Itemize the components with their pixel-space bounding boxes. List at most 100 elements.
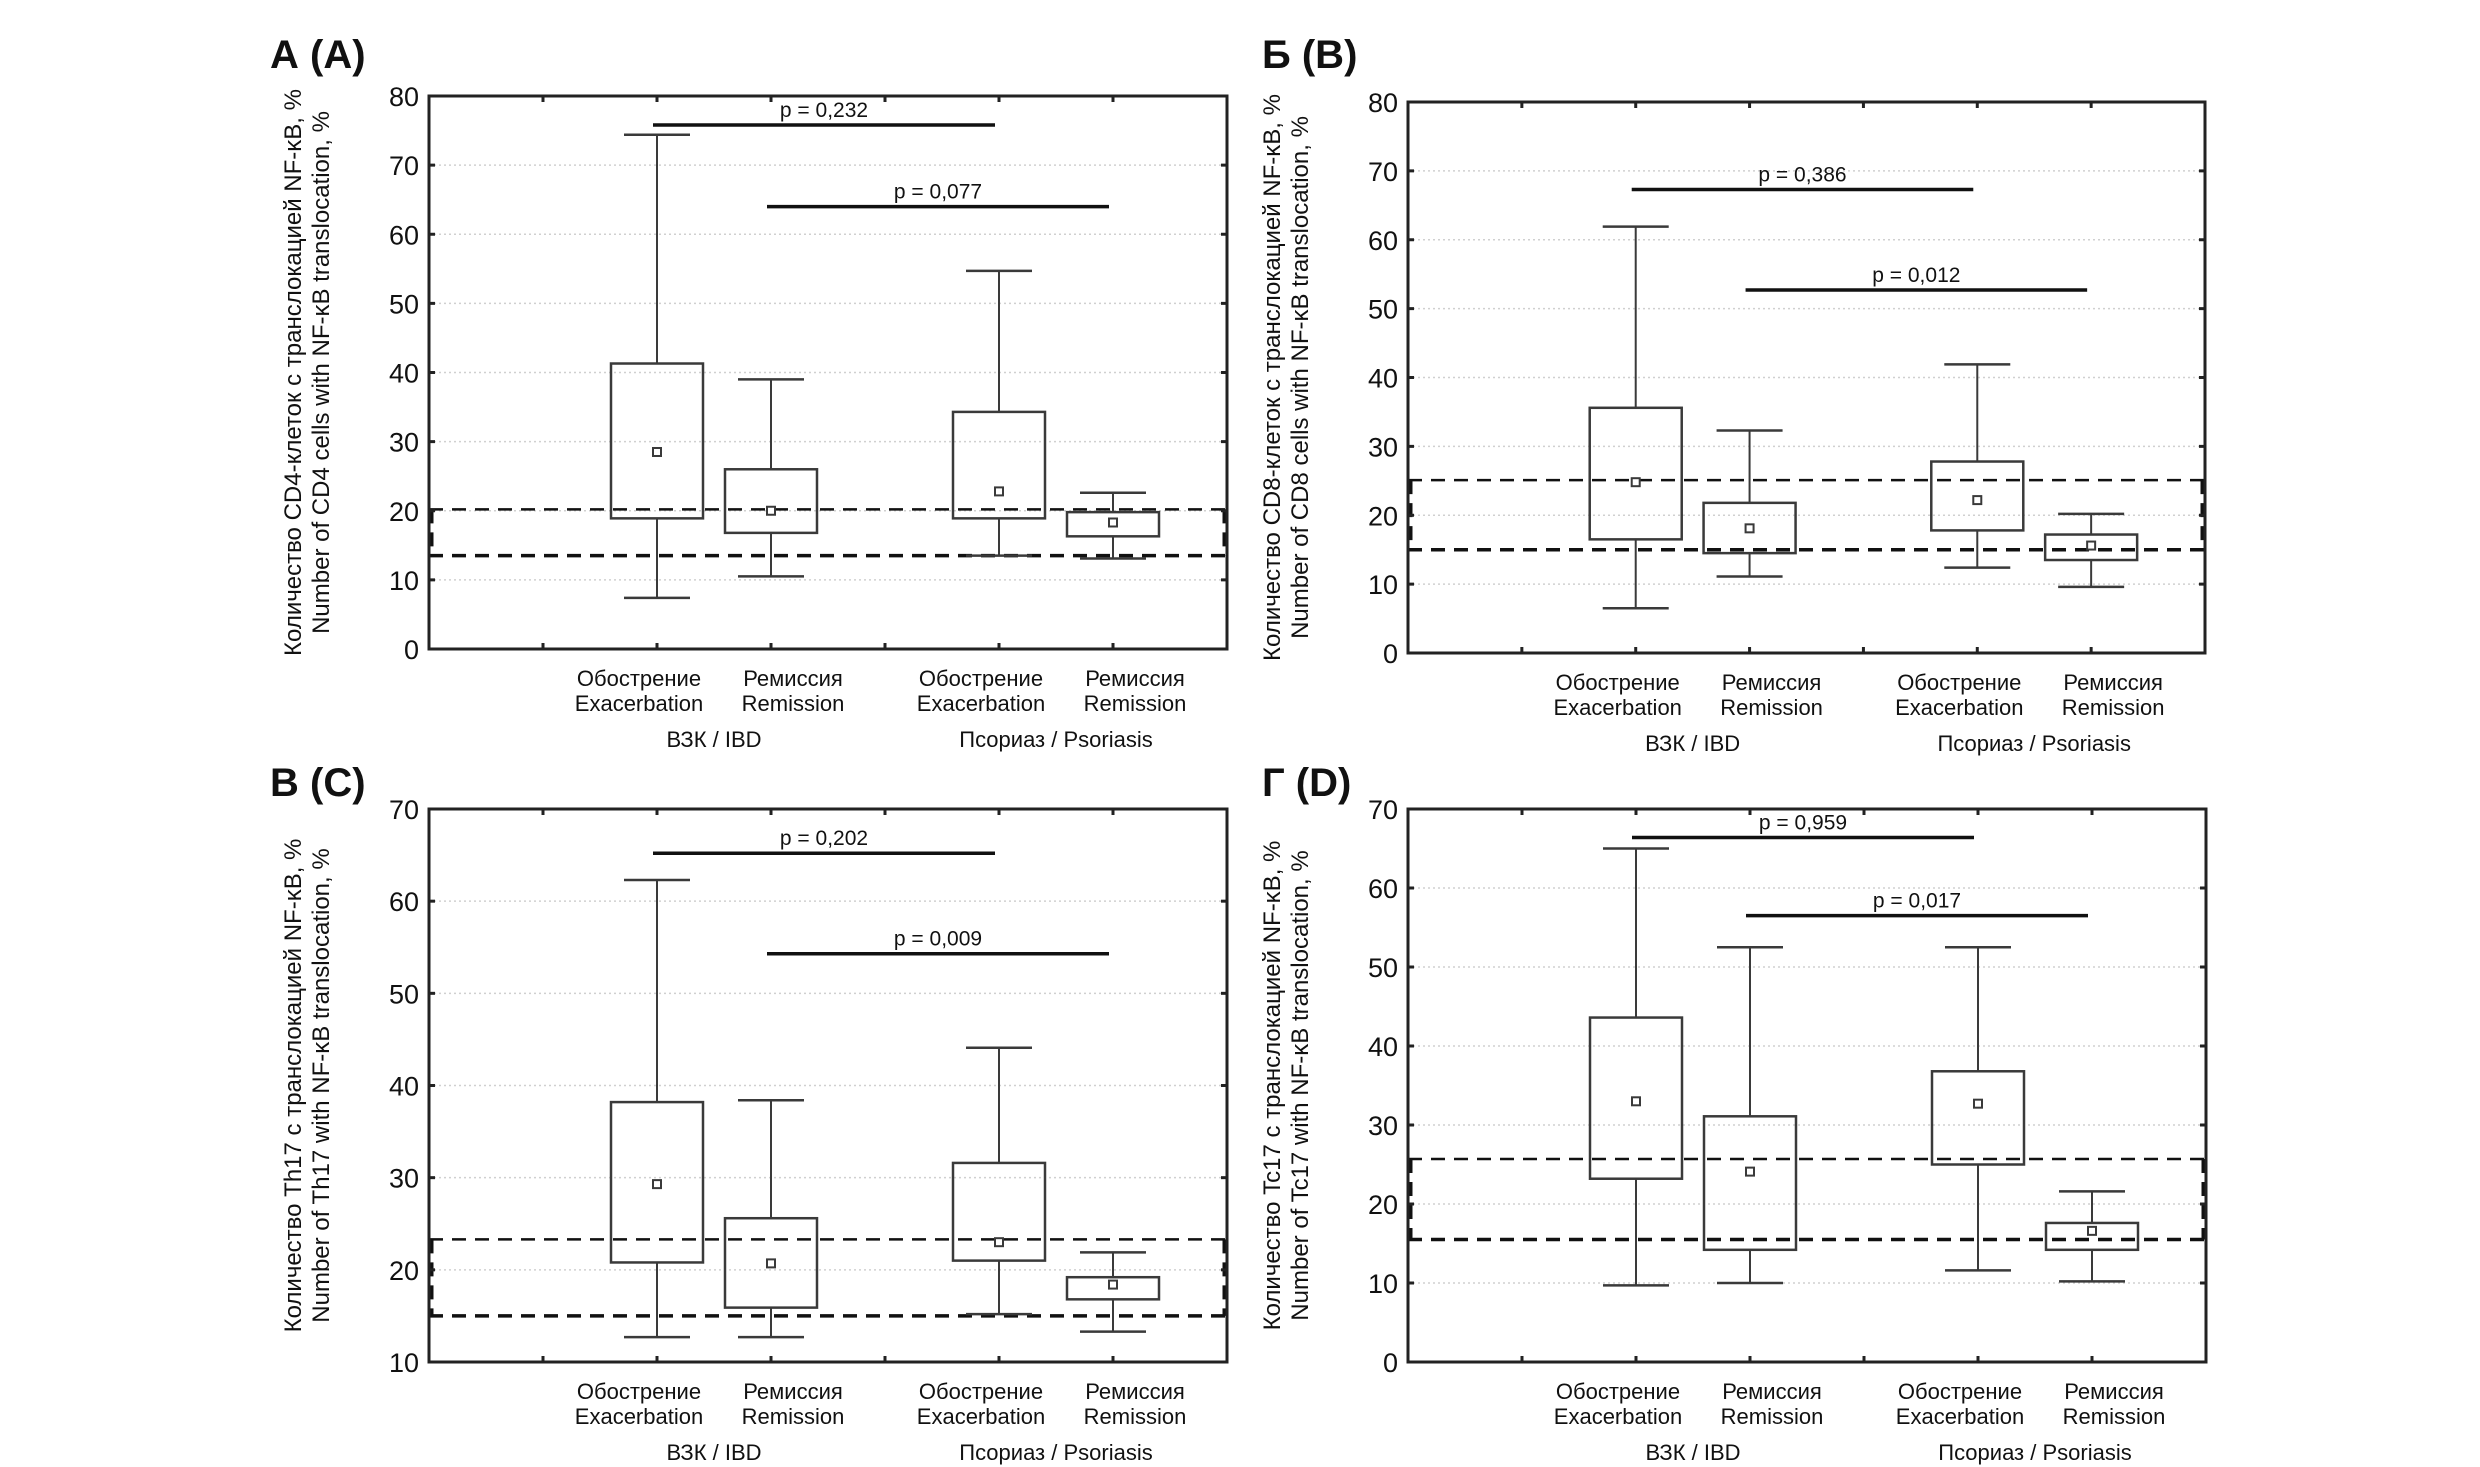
y-tick-label: 0 (1383, 1348, 1398, 1378)
box-iqr (609, 1100, 705, 1264)
box-iqr (1930, 460, 2025, 532)
mean-marker (766, 1258, 776, 1269)
box-iqr (723, 1216, 819, 1309)
panel-title: В (C) (270, 761, 366, 805)
panel-c: В (C) p = 0,202 p = 0,009 10 20 30 40 50 60 70 Обо… (270, 761, 1229, 1465)
category-label-en: Remission (1721, 1404, 1824, 1429)
mean-marker (1631, 1096, 1641, 1107)
category-label-en: Exacerbation (917, 1404, 1045, 1429)
category-label-en: Exacerbation (1895, 695, 2023, 720)
box-plot-4 (1065, 491, 1161, 560)
category-label-en: Remission (2063, 1404, 2166, 1429)
category-label-ru: Ремиссия (1722, 1379, 1822, 1404)
y-tick-label: 0 (1383, 639, 1398, 669)
category-label-ru: Обострение (577, 1379, 701, 1404)
box-iqr (1588, 406, 1683, 541)
y-tick-label: 0 (404, 635, 419, 665)
panel-b: Б (B) p = 0,386 p = 0,012 0 10 20 30 40 50 60 70 80… (1259, 33, 2207, 756)
panel-d: Г (D) p = 0,959 p = 0,017 0 10 20 30 40 50 60 70 Об… (1259, 761, 2208, 1465)
y-axis-label-ru: Количество Th17 с транслокацией NF-κB, % (280, 839, 307, 1333)
y-tick-label: 30 (389, 428, 419, 458)
mean-marker (994, 1237, 1004, 1248)
group-label: Псориаз / Psoriasis (1938, 1440, 2131, 1465)
box-plot-4 (2043, 512, 2139, 589)
box-iqr (951, 410, 1047, 520)
p-value-label: p = 0,017 (1873, 890, 1961, 913)
mean-marker (1972, 495, 1983, 506)
category-label-en: Remission (2062, 695, 2165, 720)
box-iqr (723, 468, 819, 535)
box-plot-1 (609, 133, 705, 600)
y-tick-label: 10 (389, 566, 419, 596)
y-tick-label: 10 (1368, 570, 1398, 600)
category-label-en: Remission (742, 1404, 845, 1429)
y-tick-label: 40 (1368, 1032, 1398, 1062)
y-tick-label: 10 (389, 1348, 419, 1378)
y-axis-label-ru: Количество CD8-клеток с транслокацией NF… (1259, 94, 1286, 661)
plot-frame (427, 807, 1229, 1364)
box-plot-3 (951, 269, 1047, 557)
category-label-ru: Ремиссия (1085, 666, 1185, 691)
y-tick-label: 80 (1368, 88, 1398, 118)
mean-marker (1744, 523, 1755, 534)
category-label-en: Remission (1720, 695, 1823, 720)
box-plot-1 (1588, 847, 1684, 1287)
y-tick-label: 40 (389, 359, 419, 389)
group-label: Псориаз / Psoriasis (959, 727, 1152, 752)
box-iqr (951, 1161, 1047, 1262)
mean-marker (766, 505, 776, 516)
plot-frame (1406, 807, 2208, 1364)
y-tick-label: 70 (389, 795, 419, 825)
category-label-ru: Обострение (919, 1379, 1043, 1404)
p-value-label: p = 0,202 (780, 827, 868, 850)
box-iqr (1702, 1115, 1798, 1252)
category-label-ru: Обострение (1556, 1379, 1680, 1404)
y-tick-label: 40 (389, 1072, 419, 1102)
box-iqr (2044, 1221, 2140, 1252)
box-plot-4 (2044, 1190, 2140, 1283)
category-label-en: Exacerbation (575, 691, 703, 716)
mean-marker (652, 1179, 662, 1190)
category-label-en: Exacerbation (917, 691, 1045, 716)
group-label: ВЗК / IBD (1645, 731, 1740, 756)
mean-marker (994, 486, 1004, 497)
box-plot-1 (1588, 225, 1683, 610)
category-label-ru: Ремиссия (743, 666, 843, 691)
box-iqr (1702, 501, 1797, 555)
category-label-ru: Обострение (1898, 1379, 2022, 1404)
mean-marker (2086, 540, 2097, 551)
y-tick-label: 30 (389, 1164, 419, 1194)
category-label-ru: Ремиссия (1722, 670, 1822, 695)
y-tick-label: 30 (1368, 1111, 1398, 1141)
box-iqr (2043, 533, 2139, 562)
category-label-en: Remission (742, 691, 845, 716)
mean-marker (1108, 517, 1118, 528)
panel-title: А (А) (270, 33, 366, 77)
box-iqr (1065, 510, 1161, 538)
box-plot-3 (1930, 363, 2025, 569)
box-iqr (609, 362, 705, 520)
box-plot-2 (723, 1098, 819, 1339)
group-label: ВЗК / IBD (666, 727, 761, 752)
p-value-label: p = 0,232 (780, 99, 868, 122)
group-label: Псориаз / Psoriasis (959, 1440, 1152, 1465)
box-iqr (1930, 1070, 2026, 1166)
mean-marker (1745, 1166, 1755, 1177)
panel-title: Г (D) (1262, 761, 1351, 805)
panel-title: Б (B) (1262, 33, 1357, 77)
category-label-en: Exacerbation (1896, 1404, 2024, 1429)
p-value-label: p = 0,959 (1759, 811, 1847, 834)
category-label-en: Exacerbation (575, 1404, 703, 1429)
y-tick-label: 50 (389, 289, 419, 319)
p-value-label: p = 0,386 (1758, 163, 1846, 186)
box-iqr (1065, 1275, 1161, 1301)
y-tick-label: 50 (1368, 295, 1398, 325)
box-plot-4 (1065, 1251, 1161, 1333)
y-tick-label: 30 (1368, 432, 1398, 462)
box-plot-3 (951, 1046, 1047, 1316)
y-axis-label-en: Number of Tc17 with NF-κB translocation,… (1287, 850, 1314, 1320)
y-tick-label: 50 (389, 979, 419, 1009)
y-tick-label: 40 (1368, 364, 1398, 394)
y-tick-label: 20 (1368, 1190, 1398, 1220)
